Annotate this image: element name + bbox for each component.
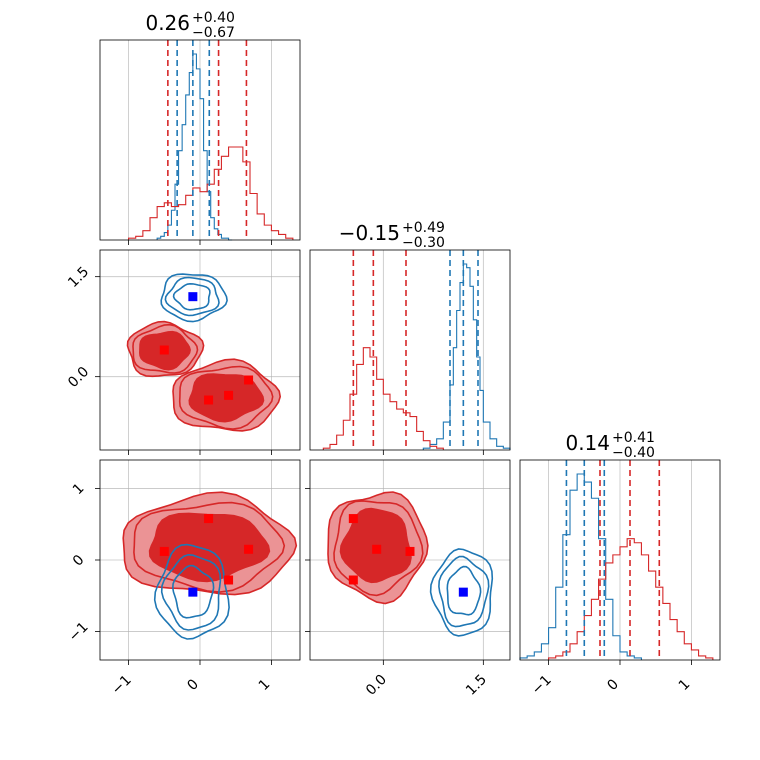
contour-blue	[160, 553, 222, 631]
parameter-title-plus: +0.49	[402, 220, 445, 236]
contour-blue	[171, 564, 215, 619]
y-tick-label: 0.0	[65, 364, 92, 391]
x-tick-label: 0	[604, 676, 622, 694]
red-point-marker	[224, 390, 234, 400]
parameter-title-minus: −0.40	[612, 445, 655, 461]
parameter-title-minus: −0.67	[192, 25, 235, 41]
red-point-marker	[244, 375, 254, 385]
histogram-red-series	[128, 146, 294, 240]
red-point-marker	[244, 544, 254, 554]
blue-point-marker	[188, 587, 198, 597]
red-point-marker	[348, 575, 358, 585]
contour-blue	[172, 282, 211, 311]
x-tick-label: 1	[256, 676, 274, 694]
red-point-marker	[204, 514, 214, 524]
red-point-marker	[204, 395, 214, 405]
contour-blue	[160, 273, 228, 323]
red-point-marker	[159, 345, 169, 355]
contour-blue	[164, 276, 220, 317]
x-tick-label: 0.0	[363, 672, 390, 699]
blue-point-marker	[458, 587, 468, 597]
red-point-marker	[224, 575, 234, 585]
contour-blue	[446, 565, 482, 616]
red-point-marker	[159, 546, 169, 556]
red-point-marker	[372, 544, 382, 554]
parameter-title-value: 0.14	[565, 431, 610, 455]
histogram-blue-series	[422, 263, 511, 450]
histogram-blue-series	[519, 473, 642, 660]
x-tick-label: −1	[529, 672, 555, 698]
contour-red-mid	[333, 500, 424, 597]
contour-blue	[153, 543, 230, 640]
contour-red-mid	[132, 323, 199, 374]
parameter-title-plus: +0.40	[192, 10, 235, 26]
contour-red-mid	[178, 365, 274, 430]
histogram-red-series	[548, 538, 714, 660]
x-tick-label: 1	[676, 676, 694, 694]
contour-red-mid	[133, 501, 286, 593]
contour-red-inner	[148, 512, 271, 583]
x-tick-label: −1	[109, 672, 135, 698]
histogram-panel-frame	[309, 249, 511, 451]
y-tick-label: 0	[70, 552, 88, 570]
x-tick-label: 1.5	[463, 672, 490, 699]
parameter-title-value: 0.26	[145, 11, 190, 35]
y-tick-label: 1.5	[65, 264, 92, 291]
red-point-marker	[405, 546, 415, 556]
y-tick-label: 1	[70, 480, 88, 498]
parameter-title-minus: −0.30	[402, 235, 445, 251]
contour-blue	[429, 548, 494, 637]
x-tick-label: 0	[184, 676, 202, 694]
red-point-marker	[348, 514, 358, 524]
parameter-title-plus: +0.41	[612, 430, 655, 446]
y-tick-label: −1	[66, 619, 92, 645]
histogram-red-series	[322, 347, 444, 450]
blue-point-marker	[188, 292, 198, 302]
contour-blue	[438, 555, 490, 628]
parameter-title-value: −0.15	[339, 221, 400, 245]
